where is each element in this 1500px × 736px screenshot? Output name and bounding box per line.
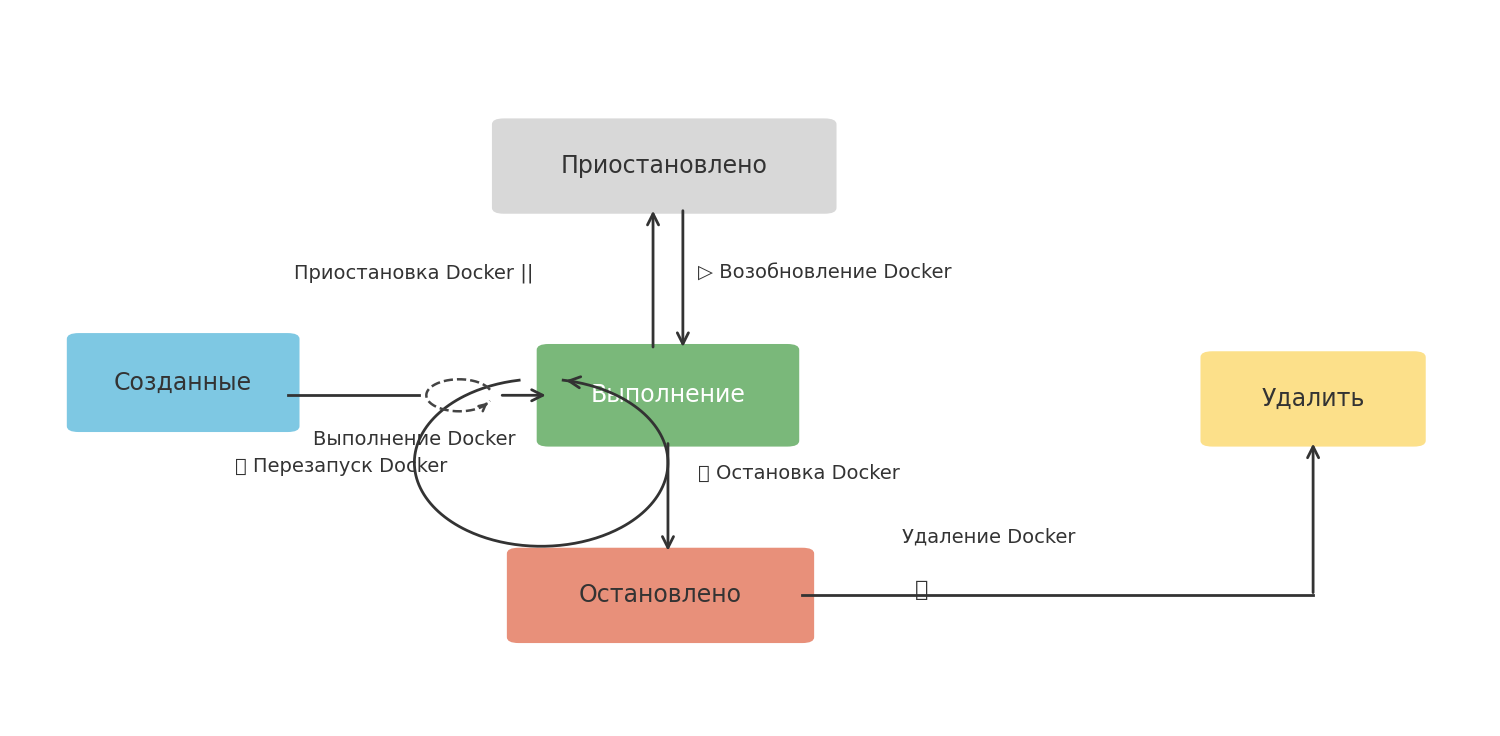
FancyBboxPatch shape [492, 118, 837, 213]
Text: 🖐 Остановка Docker: 🖐 Остановка Docker [698, 464, 900, 483]
FancyBboxPatch shape [1200, 351, 1425, 447]
Text: Удалить: Удалить [1262, 387, 1365, 411]
Text: Выполнение: Выполнение [591, 383, 746, 407]
Text: ⓕ Перезапуск Docker: ⓕ Перезапуск Docker [236, 457, 447, 475]
FancyBboxPatch shape [68, 333, 300, 432]
Text: Удаление Docker: Удаление Docker [902, 527, 1076, 546]
Text: Приостановлено: Приостановлено [561, 154, 768, 178]
Text: ▷ Возобновление Docker: ▷ Возобновление Docker [698, 264, 951, 283]
FancyBboxPatch shape [507, 548, 814, 643]
Text: Созданные: Созданные [114, 370, 252, 394]
Text: 🖐: 🖐 [915, 580, 928, 600]
Text: Выполнение Docker: Выполнение Docker [314, 430, 516, 449]
Text: Приостановка Docker ||: Приостановка Docker || [294, 263, 534, 283]
Text: Остановлено: Остановлено [579, 584, 742, 607]
FancyBboxPatch shape [537, 344, 800, 447]
